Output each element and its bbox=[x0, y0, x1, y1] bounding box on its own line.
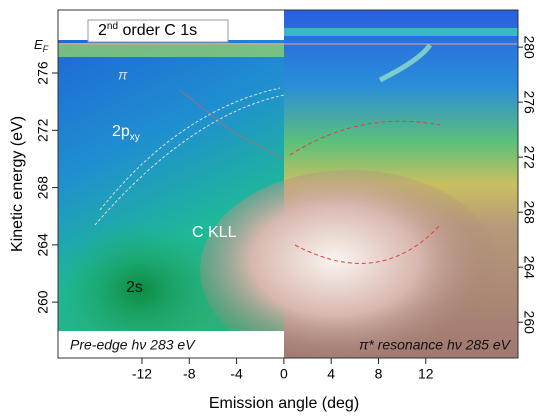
x-tick-label: -8 bbox=[183, 366, 196, 382]
y-tick-label: 264 bbox=[35, 233, 51, 257]
annotation: π bbox=[118, 67, 128, 83]
y2-tick-label: 268 bbox=[521, 201, 536, 225]
annotation: C KLL bbox=[192, 224, 237, 241]
y-axis-title: Kinetic energy (eV) bbox=[9, 116, 26, 252]
y-tick-label: 276 bbox=[35, 61, 51, 85]
x-tick-label: 12 bbox=[418, 366, 434, 382]
y2-tick-label: 276 bbox=[521, 90, 536, 114]
intensity-map bbox=[50, 10, 518, 370]
y2-tick-label: 280 bbox=[521, 35, 536, 59]
y-tick-label: 268 bbox=[35, 176, 51, 200]
y2-tick-label: 272 bbox=[521, 145, 536, 169]
y2-tick-label: 260 bbox=[521, 311, 536, 335]
annotation: EF bbox=[34, 37, 49, 54]
panel-label: π* resonance hν 285 eV bbox=[359, 337, 512, 353]
x-tick-label: -12 bbox=[132, 366, 152, 382]
x-tick-label: -4 bbox=[230, 366, 243, 382]
x-tick-label: 8 bbox=[375, 366, 383, 382]
x-tick-label: 4 bbox=[327, 366, 335, 382]
chart: 2nd order C 1s EF π 2pxy C KLL 2s Pre-ed… bbox=[0, 0, 536, 416]
x-tick-label: 0 bbox=[280, 366, 288, 382]
x-axis-title: Emission angle (deg) bbox=[209, 395, 359, 412]
panel-label: Pre-edge hν 283 eV bbox=[70, 337, 196, 353]
annotation: 2s bbox=[126, 279, 143, 296]
y-tick-label: 260 bbox=[35, 290, 51, 314]
y2-tick-label: 264 bbox=[521, 256, 536, 280]
y-tick-label: 272 bbox=[35, 118, 51, 142]
